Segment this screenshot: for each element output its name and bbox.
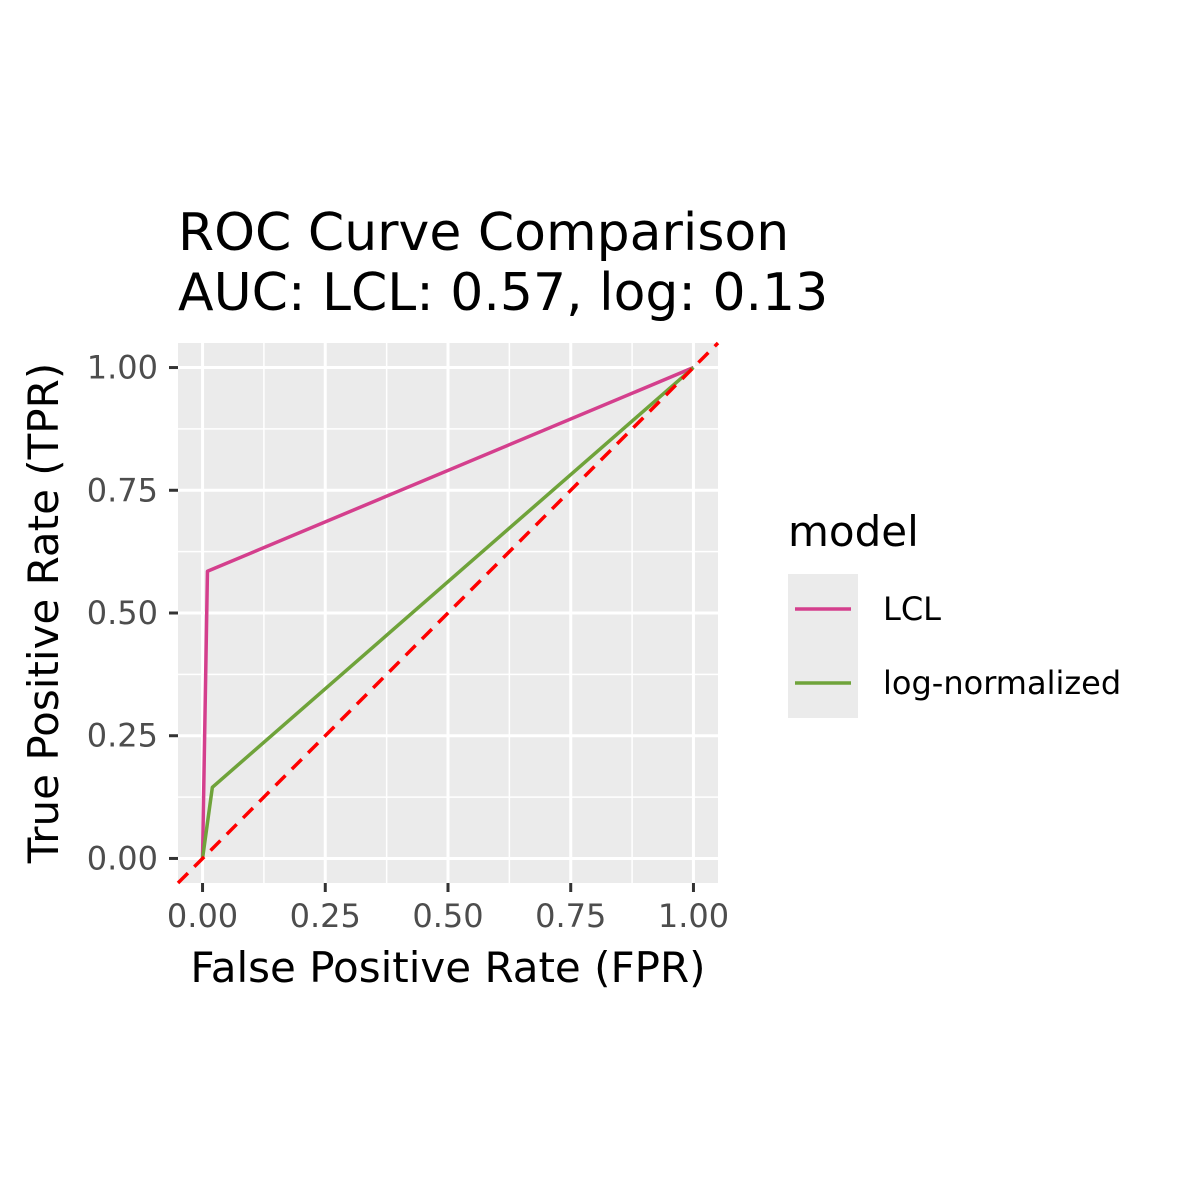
y-tick-label: 0.00	[87, 839, 158, 877]
axes: 0.00 0.25 0.50 0.75 1.00 0.00 0.25 0.50 0.75 1.00	[87, 349, 729, 935]
reference-diagonal-line	[176, 341, 720, 885]
x-axis-title: False Positive Rate (FPR)	[190, 943, 705, 992]
x-tick-label: 0.75	[535, 897, 606, 935]
y-axis-title: True Positive Rate (TPR)	[19, 363, 68, 864]
series-line-lcl	[200, 365, 695, 859]
y-tick-label: 0.50	[87, 594, 158, 632]
legend-key-background	[788, 574, 858, 718]
legend-label: LCL	[883, 590, 941, 628]
y-tick-label: 0.25	[87, 717, 158, 755]
x-tick-label: 0.00	[167, 897, 238, 935]
x-tick-label: 0.50	[412, 897, 483, 935]
chart-title-line2: AUC: LCL: 0.57, log: 0.13	[178, 263, 828, 323]
plot-lines	[176, 341, 720, 885]
chart-title-line1: ROC Curve Comparison	[178, 203, 789, 263]
legend-title: model	[788, 507, 919, 556]
x-tick-label: 0.25	[290, 897, 361, 935]
y-tick-label: 0.75	[87, 471, 158, 509]
x-tick-label: 1.00	[658, 897, 729, 935]
series-line-log-normalized	[200, 366, 695, 859]
legend-label: log-normalized	[883, 664, 1121, 702]
legend: LCL log-normalized	[795, 590, 1121, 702]
y-tick-label: 1.00	[87, 349, 158, 387]
